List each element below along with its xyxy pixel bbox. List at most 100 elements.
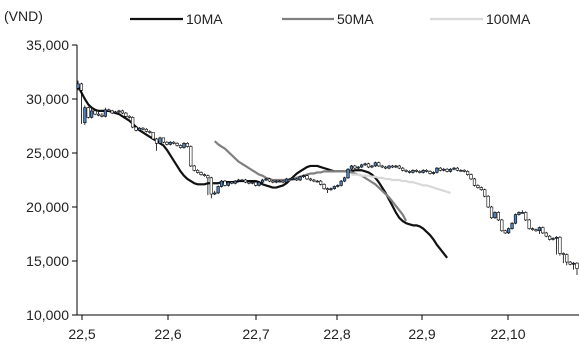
candle-body-down — [500, 219, 504, 232]
candlesticks — [76, 80, 579, 276]
candle-body-down — [568, 261, 572, 265]
candle-body-up — [442, 168, 446, 171]
candle-body-down — [397, 165, 401, 169]
candle-body-up — [137, 127, 142, 131]
candle-body-up — [459, 169, 463, 172]
candle-body-up — [237, 179, 241, 182]
candle-body-down — [561, 253, 565, 255]
candle-body-up — [520, 212, 524, 214]
candle-body-down — [155, 138, 159, 144]
candle-body-up — [571, 262, 576, 265]
candle-body-up — [387, 165, 391, 169]
candle-body-down — [524, 212, 528, 221]
candle-body-up — [394, 165, 398, 168]
candle-body-up — [435, 167, 439, 173]
legend: 10MA 50MA 100MA — [130, 11, 531, 27]
candle-body-down — [131, 117, 135, 128]
y-tick-label: 30,000 — [26, 91, 69, 107]
candle-body-up — [356, 166, 360, 169]
candle-body-up — [493, 212, 497, 219]
candle-body-down — [96, 113, 101, 116]
moving-average-lines — [77, 85, 451, 259]
candle-body-down — [165, 141, 169, 145]
candle-body-down — [247, 181, 251, 184]
candle-body-down — [384, 166, 388, 169]
candle-body-down — [486, 195, 490, 208]
candle-body-up — [537, 227, 542, 232]
candle-body-down — [185, 142, 189, 147]
candle-body-down — [267, 178, 271, 182]
candle-body-down — [110, 110, 114, 114]
candle-body-down — [308, 178, 313, 181]
candle-body-up — [288, 178, 292, 181]
y-tick-label: 15,000 — [26, 253, 69, 269]
candle-body-up — [329, 188, 333, 191]
candle-body-up — [291, 178, 295, 181]
candle-body-down — [319, 180, 323, 185]
candle-body-down — [305, 175, 309, 180]
candle-body-down — [541, 227, 545, 234]
candle-body-down — [489, 206, 494, 219]
candle-body-down — [483, 189, 487, 197]
candle-body-up — [219, 180, 224, 187]
candle-body-down — [209, 177, 213, 195]
candle-body-up — [517, 212, 521, 215]
candle-body-down — [281, 180, 285, 183]
ma-line-100ma — [351, 173, 451, 195]
candle-body-down — [107, 109, 111, 112]
candle-body-down — [196, 169, 200, 173]
candle-body-up — [411, 169, 415, 173]
candle-body-down — [243, 179, 248, 183]
candle-body-up — [431, 172, 436, 174]
candle-body-down — [377, 162, 381, 167]
candle-body-down — [565, 254, 569, 263]
candle-body-down — [100, 114, 104, 117]
candle-body-up — [257, 181, 261, 186]
candle-body-down — [178, 145, 183, 148]
candle-body-down — [407, 171, 412, 173]
candle-body-down — [353, 165, 357, 169]
candle-body-down — [161, 137, 166, 143]
candle-body-down — [404, 169, 408, 172]
candle-body-up — [113, 111, 118, 114]
candle-body-up — [250, 181, 254, 184]
candle-body-down — [325, 188, 330, 191]
x-axis-ticks: 22,5 22,6 22,7 22,8 22,9 22,10 — [68, 315, 526, 342]
candle-body-up — [301, 175, 306, 178]
candle-body-down — [527, 219, 531, 229]
candle-body-down — [530, 228, 535, 230]
candle-body-down — [390, 165, 395, 168]
candle-body-down — [295, 178, 299, 181]
candle-body-up — [336, 185, 340, 187]
candle-body-down — [141, 127, 145, 130]
candle-body-up — [278, 180, 282, 183]
candle-body-down — [472, 178, 477, 186]
candle-body-up — [551, 238, 555, 240]
y-axis-ticks: 10,000 15,000 20,000 25,000 30,000 35,000 — [26, 37, 77, 323]
candle-body-up — [240, 179, 244, 182]
candle-body-up — [83, 107, 87, 124]
candle-body-up — [554, 236, 559, 239]
candle-body-up — [182, 142, 186, 148]
candle-body-down — [418, 171, 422, 173]
candle-body-down — [469, 174, 473, 180]
candle-body-down — [124, 112, 128, 117]
candle-body-down — [192, 165, 196, 171]
candle-body-up — [233, 180, 237, 184]
candle-body-up — [373, 162, 377, 167]
y-axis-unit-label: (VND) — [4, 8, 43, 24]
y-tick-label: 20,000 — [26, 199, 69, 215]
x-tick-label: 22,8 — [323, 326, 350, 342]
legend-10ma-label: 10MA — [186, 11, 223, 27]
candle-body-down — [401, 167, 405, 171]
y-tick-label: 10,000 — [26, 307, 69, 323]
candle-body-up — [213, 192, 217, 195]
ma-line-10ma — [77, 85, 448, 259]
candle-body-down — [223, 180, 227, 186]
candle-body-up — [76, 83, 80, 89]
candle-body-down — [271, 180, 275, 183]
candle-body-up — [507, 228, 511, 234]
candle-body-down — [476, 185, 480, 188]
candle-body-down — [380, 165, 384, 168]
candle-body-up — [452, 167, 456, 170]
